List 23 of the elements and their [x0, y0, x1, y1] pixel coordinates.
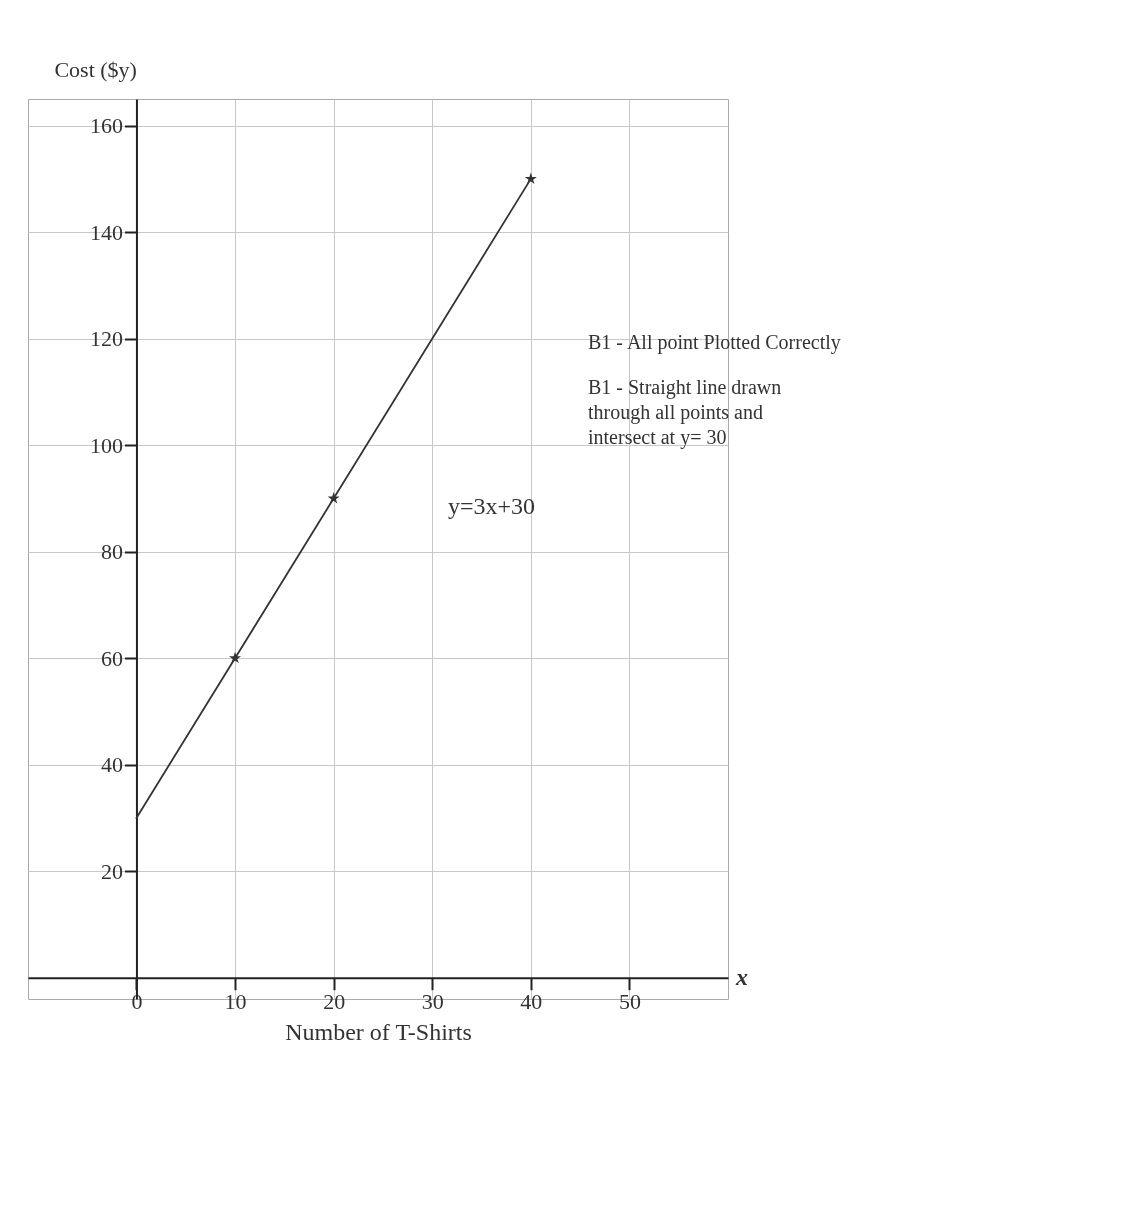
- y-tick-label: 160: [89, 113, 123, 139]
- y-tick-label: 60: [100, 645, 123, 671]
- x-tick-label: 0: [131, 989, 143, 1015]
- x-tick-label: 10: [224, 989, 247, 1015]
- y-tick-label: 40: [100, 752, 123, 778]
- point: [524, 172, 537, 184]
- y-tick-label: 120: [89, 326, 123, 352]
- point: [327, 492, 340, 504]
- x-tick-label: 30: [421, 989, 444, 1015]
- y-axis-title: Cost ($y): [54, 56, 137, 82]
- y-tick-label: 80: [100, 539, 123, 565]
- x-tick-label: 40: [520, 989, 543, 1015]
- y-tick-label: 20: [100, 858, 123, 884]
- y-tick-label: 140: [89, 219, 123, 245]
- x-tick-label: 20: [323, 989, 346, 1015]
- annotation: y=3x+30: [448, 493, 536, 519]
- annotation: B1 - Straight line drawn through all points and intersect at y= 30: [588, 376, 782, 449]
- y-tick-label: 100: [89, 432, 123, 458]
- x-axis-title: Number of T-Shirts: [285, 1019, 472, 1046]
- x-tick-label: 50: [618, 989, 641, 1015]
- point: [229, 651, 242, 664]
- annotation: B1 - All point Plotted Correctly: [588, 331, 841, 354]
- text: x: [735, 963, 748, 990]
